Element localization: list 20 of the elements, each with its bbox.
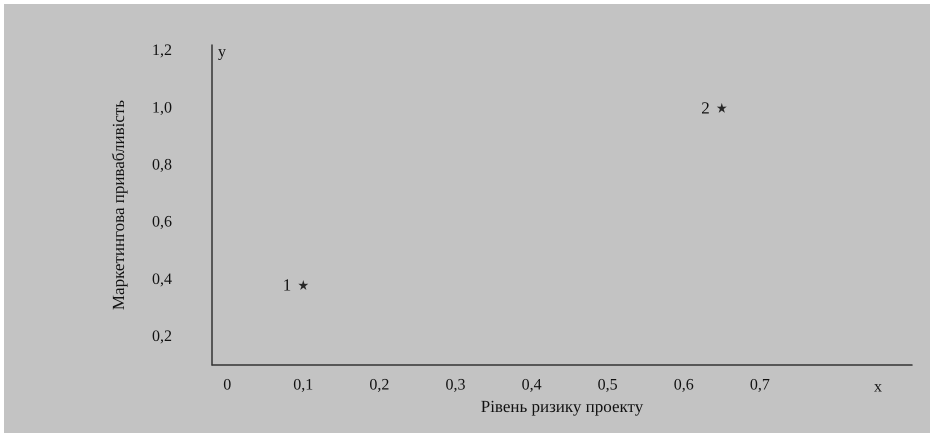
annotation: 1 xyxy=(282,276,292,294)
x-tick-label: 0,6 xyxy=(674,376,694,394)
y-tick-label: 0,2 xyxy=(152,328,172,345)
text: x xyxy=(874,378,882,396)
x-tick-label: 0,7 xyxy=(750,376,770,394)
y-tick-label: 0,6 xyxy=(152,214,172,231)
x-tick-label: 0,5 xyxy=(598,376,618,394)
annotation: 2 xyxy=(701,98,710,118)
y-tick-label: 0,4 xyxy=(152,270,172,288)
x-tick-label: 0,4 xyxy=(522,376,542,394)
x-tick-label: 0,2 xyxy=(369,376,390,394)
y-tick-label: 1,2 xyxy=(152,42,172,60)
x-tick-label: 0,1 xyxy=(293,376,314,394)
x-axis-title: Рівень ризику проекту xyxy=(480,396,644,416)
y-tick-label: 1,0 xyxy=(152,99,172,116)
annotation: y xyxy=(218,44,226,60)
x-tick-label: 0 xyxy=(223,376,232,394)
y-tick-label: 0,8 xyxy=(152,156,172,174)
y-axis-title: Маркетингова привабливість xyxy=(109,100,128,310)
x-tick-label: 0,3 xyxy=(445,376,466,394)
